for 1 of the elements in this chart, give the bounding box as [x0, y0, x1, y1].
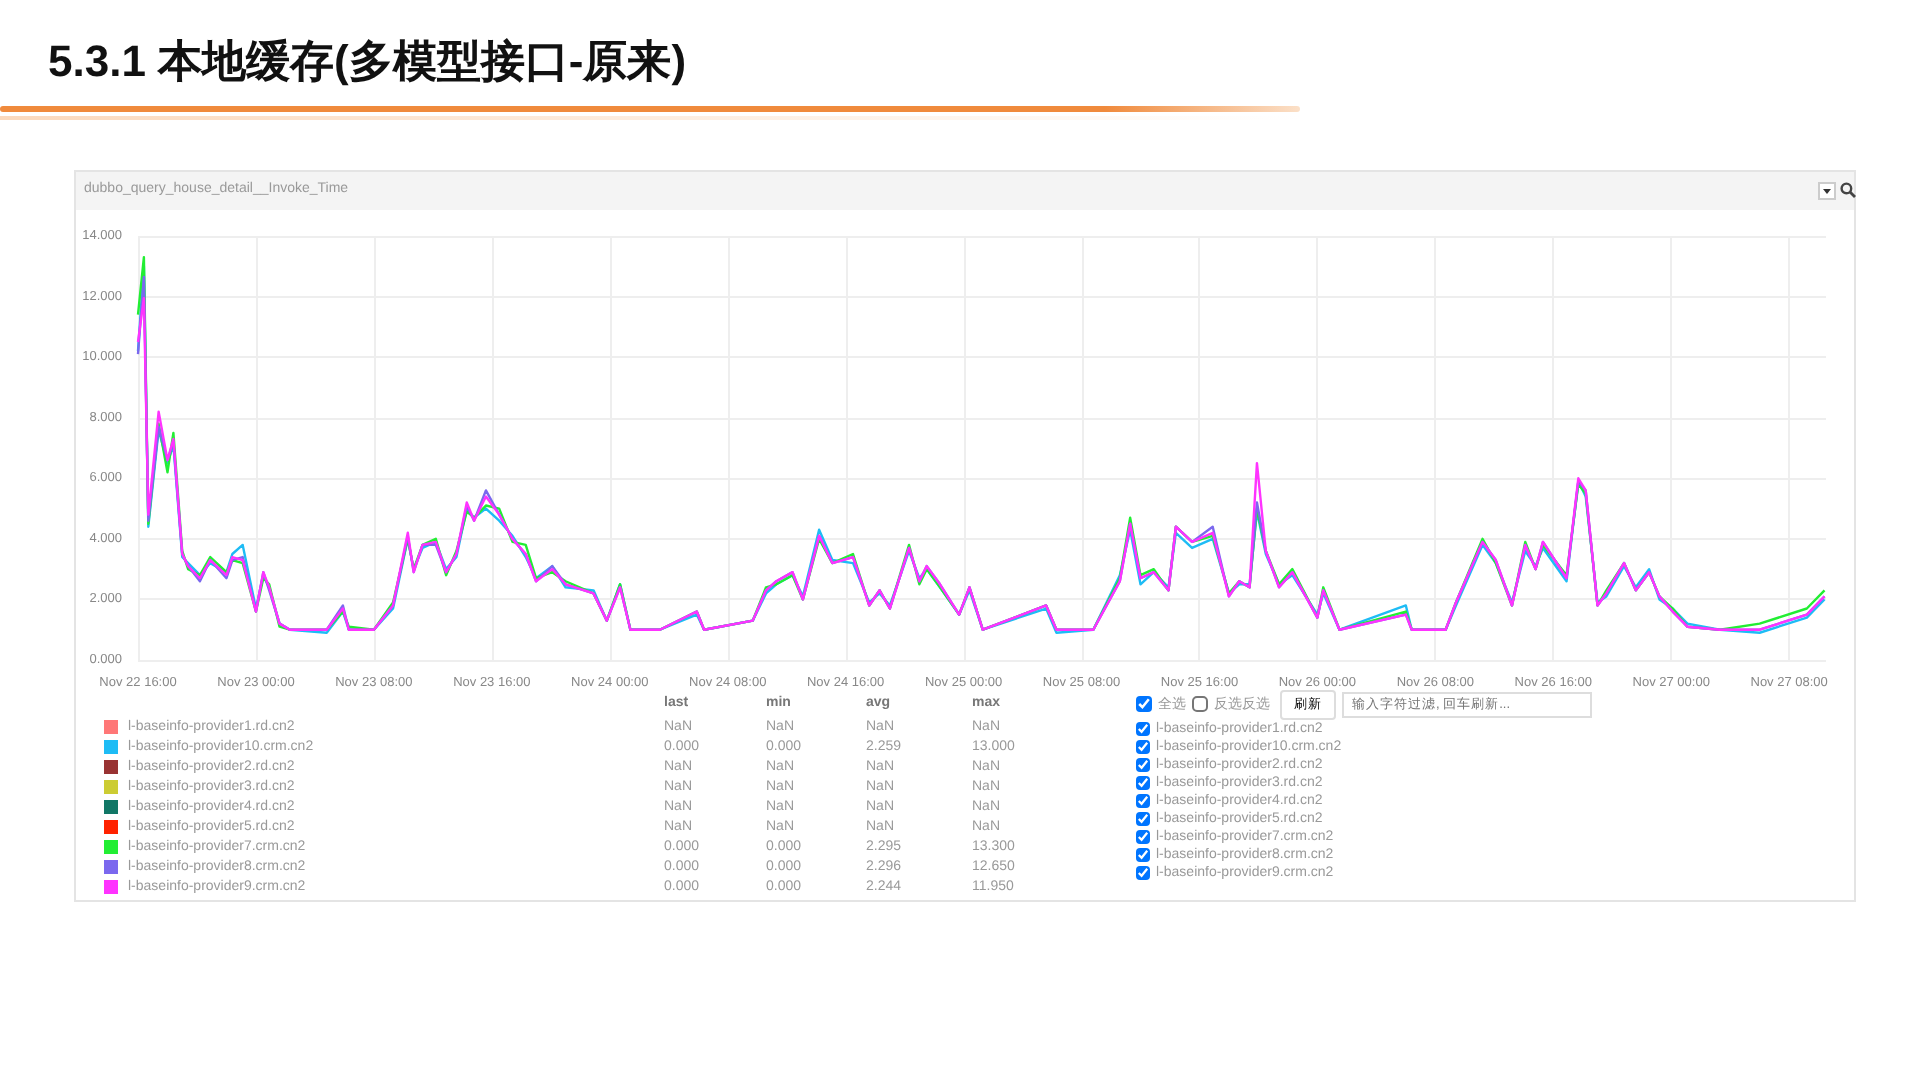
chart-title: 5.3.1 本地缓存(多模型接口-原来) [48, 34, 687, 90]
